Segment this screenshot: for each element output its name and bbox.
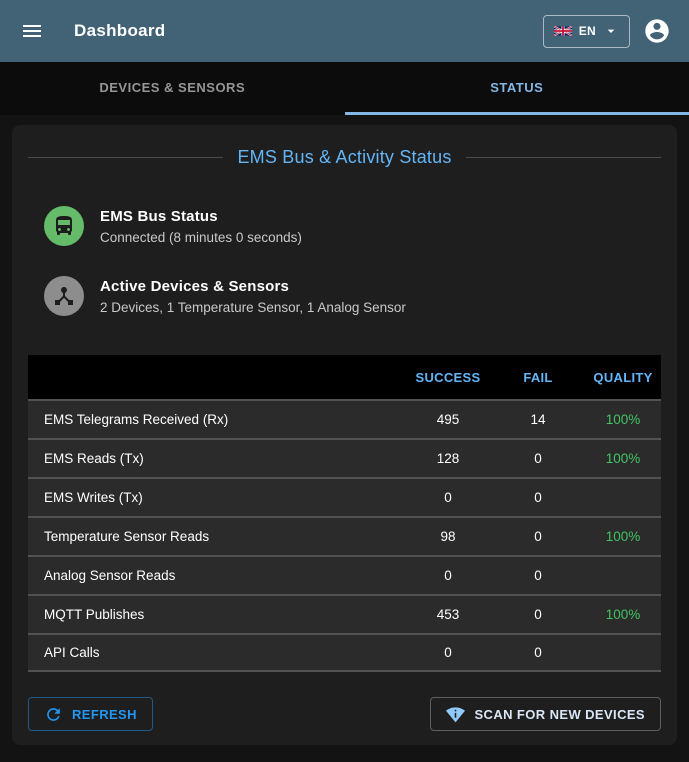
table-row: Analog Sensor Reads 0 0 — [28, 555, 661, 594]
header-fail: FAIL — [523, 369, 553, 385]
refresh-icon — [44, 705, 63, 724]
row-label: EMS Telegrams Received (Rx) — [44, 412, 229, 427]
title-divider-right — [465, 157, 662, 158]
table-header-row: SUCCESS FAIL QUALITY — [28, 355, 661, 399]
language-code: EN — [578, 24, 596, 38]
tab-status[interactable]: STATUS — [344, 62, 689, 115]
tab-bar: DEVICES & SENSORS STATUS — [0, 62, 689, 115]
row-success: 0 — [444, 568, 452, 583]
row-success: 453 — [436, 607, 460, 622]
hamburger-icon — [20, 19, 44, 43]
scan-wifi-icon — [446, 705, 466, 724]
row-fail: 0 — [534, 529, 542, 544]
app-bar: Dashboard EN — [0, 0, 689, 62]
status-card: EMS Bus & Activity Status EMS Bus Status… — [12, 125, 677, 745]
menu-button[interactable] — [12, 11, 52, 51]
row-label: EMS Writes (Tx) — [44, 490, 143, 505]
scan-button-label: SCAN FOR NEW DEVICES — [474, 706, 645, 722]
table-row: EMS Telegrams Received (Rx) 495 14 100% — [28, 399, 661, 438]
account-circle-icon — [643, 17, 671, 45]
table-row: Temperature Sensor Reads 98 0 100% — [28, 516, 661, 555]
row-success: 0 — [444, 490, 452, 505]
row-fail: 14 — [530, 412, 546, 427]
title-divider-left — [28, 157, 224, 158]
row-success: 495 — [436, 412, 460, 427]
table-row: EMS Writes (Tx) 0 0 — [28, 477, 661, 516]
row-label: MQTT Publishes — [44, 607, 145, 622]
row-quality: 100% — [605, 451, 641, 466]
device-hub-icon — [44, 276, 84, 316]
ems-bus-status-item: EMS Bus Status Connected (8 minutes 0 se… — [44, 206, 677, 246]
card-title-row: EMS Bus & Activity Status — [28, 147, 662, 168]
table-row: EMS Reads (Tx) 128 0 100% — [28, 438, 661, 477]
account-button[interactable] — [639, 13, 675, 49]
row-quality: 100% — [605, 607, 641, 622]
row-success: 0 — [444, 645, 452, 660]
active-devices-text: Active Devices & Sensors 2 Devices, 1 Te… — [100, 278, 406, 315]
table-row: MQTT Publishes 453 0 100% — [28, 594, 661, 633]
ems-bus-status-value: Connected (8 minutes 0 seconds) — [100, 229, 302, 245]
row-fail: 0 — [534, 490, 542, 505]
bus-icon — [44, 206, 84, 246]
table-row: API Calls 0 0 — [28, 633, 661, 672]
refresh-button-label: REFRESH — [72, 706, 137, 722]
active-devices-title: Active Devices & Sensors — [100, 277, 290, 295]
row-success: 98 — [440, 529, 456, 544]
tab-devices-sensors[interactable]: DEVICES & SENSORS — [99, 79, 246, 95]
card-title: EMS Bus & Activity Status — [237, 147, 452, 167]
header-success: SUCCESS — [415, 369, 481, 385]
row-fail: 0 — [534, 607, 542, 622]
card-actions: REFRESH SCAN FOR NEW DEVICES — [28, 697, 661, 731]
page-title: Dashboard — [74, 21, 166, 40]
active-devices-item: Active Devices & Sensors 2 Devices, 1 Te… — [44, 276, 677, 316]
row-quality: 100% — [605, 529, 641, 544]
scan-for-new-devices-button[interactable]: SCAN FOR NEW DEVICES — [430, 697, 661, 731]
row-label: API Calls — [44, 645, 100, 660]
language-selector[interactable]: EN — [542, 14, 630, 48]
row-fail: 0 — [534, 568, 542, 583]
refresh-button[interactable]: REFRESH — [28, 697, 153, 731]
header-quality: QUALITY — [593, 369, 653, 385]
ems-bus-status-text: EMS Bus Status Connected (8 minutes 0 se… — [100, 208, 302, 245]
stats-table: SUCCESS FAIL QUALITY EMS Telegrams Recei… — [28, 355, 661, 672]
row-label: Temperature Sensor Reads — [44, 529, 210, 544]
row-quality: 100% — [605, 412, 641, 427]
row-label: EMS Reads (Tx) — [44, 451, 144, 466]
status-sections: EMS Bus Status Connected (8 minutes 0 se… — [44, 206, 677, 346]
row-success: 128 — [436, 451, 460, 466]
uk-flag-icon — [553, 26, 572, 36]
row-fail: 0 — [534, 645, 542, 660]
ems-bus-status-title: EMS Bus Status — [100, 207, 218, 225]
row-label: Analog Sensor Reads — [44, 568, 176, 583]
chevron-down-icon — [603, 23, 619, 39]
active-devices-value: 2 Devices, 1 Temperature Sensor, 1 Analo… — [100, 299, 406, 315]
row-fail: 0 — [534, 451, 542, 466]
